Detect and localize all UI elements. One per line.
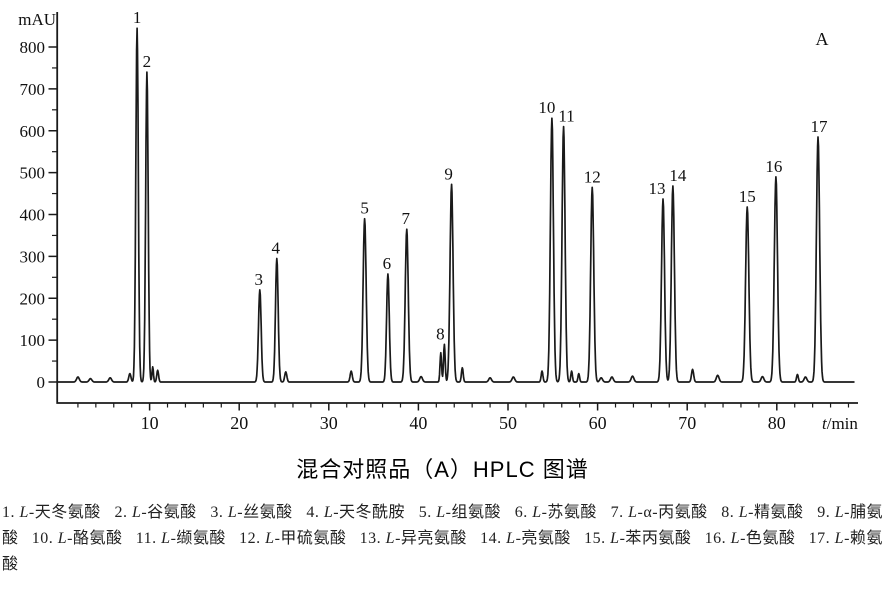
peak-label-10: 10 — [538, 98, 555, 117]
caption-item: 2. L-谷氨酸 — [114, 504, 197, 521]
chromatogram-panel: 0 100 200 300 400 500 600 700 800 10 20 30 40 50 60 70 8… — [18, 8, 858, 433]
y-axis-unit-label: mAU — [18, 10, 56, 29]
peak-label-3: 3 — [255, 270, 264, 289]
caption-line-3: 酸 — [2, 552, 883, 578]
caption-item: 酸 — [2, 556, 19, 573]
caption-item: 10. L-酪氨酸 — [31, 530, 123, 547]
peak-label-1: 1 — [133, 8, 142, 27]
peak-label-11: 11 — [558, 107, 574, 126]
caption-item: 3. L-丝氨酸 — [210, 504, 293, 521]
caption-item: 17. L-赖氨 — [808, 530, 883, 547]
y-tick-label: 700 — [20, 80, 46, 99]
x-axis-unit-label: t/min — [822, 414, 858, 433]
peak-label-5: 5 — [360, 199, 369, 218]
caption-item: 16. L-色氨酸 — [704, 530, 796, 547]
chromatogram-svg: 0 100 200 300 400 500 600 700 800 10 20 30 40 50 60 70 8… — [18, 8, 858, 433]
y-tick-label: 200 — [20, 289, 46, 308]
caption-item: 11. L-缬氨酸 — [135, 530, 226, 547]
caption-item: 15. L-苯丙氨酸 — [584, 530, 692, 547]
peak-label-15: 15 — [739, 187, 756, 206]
chromatogram-trace — [56, 27, 855, 383]
y-tick-label: 100 — [20, 331, 46, 350]
peak-label-16: 16 — [765, 157, 782, 176]
x-tick-label: 10 — [141, 413, 159, 433]
peak-label-2: 2 — [143, 52, 152, 71]
caption-item: 1. L-天冬氨酸 — [2, 504, 101, 521]
caption-item: 12. L-甲硫氨酸 — [239, 530, 347, 547]
peak-label-7: 7 — [402, 209, 411, 228]
x-tick-label: 40 — [409, 413, 427, 433]
panel-label: A — [816, 29, 829, 49]
x-tick-label: 80 — [768, 413, 786, 433]
caption-item: 6. L-苏氨酸 — [514, 504, 597, 521]
caption-item: 4. L-天冬酰胺 — [306, 504, 406, 521]
x-tick-label: 70 — [678, 413, 696, 433]
caption-item: 酸 — [2, 530, 19, 547]
caption-item: 14. L-亮氨酸 — [480, 530, 571, 547]
y-tick-label: 300 — [20, 247, 46, 266]
figure-title: 混合对照品（A）HPLC 图谱 — [296, 457, 589, 482]
caption-line-2: 酸 10. L-酪氨酸 11. L-缬氨酸 12. L-甲硫氨酸 13. L-异亮氨酸 1… — [2, 526, 883, 552]
peak-label-9: 9 — [444, 164, 453, 183]
y-tick-label: 500 — [20, 164, 46, 183]
peak-label-13: 13 — [649, 179, 666, 198]
y-tick-label: 0 — [37, 373, 46, 392]
x-tick-label: 20 — [230, 413, 248, 433]
peak-label-17: 17 — [811, 117, 829, 136]
y-tick-label: 600 — [20, 122, 46, 141]
caption-item: 8. L-精氨酸 — [721, 504, 804, 521]
peak-label-12: 12 — [584, 167, 601, 186]
caption: 1. L-天冬氨酸 2. L-谷氨酸 3. L-丝氨酸 4. L-天冬酰胺 5. L-组… — [0, 500, 885, 578]
x-tick-label: 50 — [499, 413, 517, 433]
caption-line-1: 1. L-天冬氨酸 2. L-谷氨酸 3. L-丝氨酸 4. L-天冬酰胺 5. L-组… — [2, 500, 883, 526]
axis-spines — [56, 12, 858, 404]
caption-item: 7. L-α-丙氨酸 — [610, 504, 708, 521]
x-tick-label: 60 — [589, 413, 607, 433]
caption-item: 9. L-脯氨 — [817, 504, 883, 521]
caption-item: 5. L-组氨酸 — [418, 504, 501, 521]
y-tick-label: 400 — [20, 206, 46, 225]
peak-label-4: 4 — [272, 239, 281, 258]
peak-label-14: 14 — [669, 166, 687, 185]
caption-item: 13. L-异亮氨酸 — [359, 530, 467, 547]
peak-label-8: 8 — [436, 324, 445, 343]
x-tick-label: 30 — [320, 413, 338, 433]
y-tick-label: 800 — [20, 38, 46, 57]
peak-label-6: 6 — [383, 254, 392, 273]
